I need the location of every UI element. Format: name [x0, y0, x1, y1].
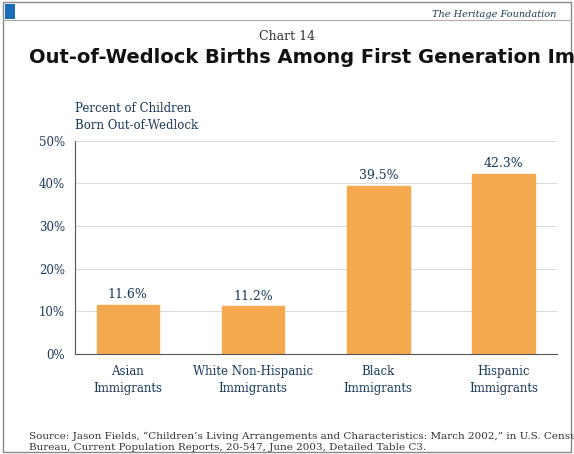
Text: Out-of-Wedlock Births Among First Generation Immigrant Parents: Out-of-Wedlock Births Among First Genera…	[29, 48, 574, 67]
Bar	[472, 173, 535, 354]
Text: Percent of Children
Born Out-of-Wedlock: Percent of Children Born Out-of-Wedlock	[75, 102, 198, 132]
Text: Source: Jason Fields, “Children’s Living Arrangements and Characteristics: March: Source: Jason Fields, “Children’s Living…	[29, 432, 574, 452]
Text: 39.5%: 39.5%	[359, 169, 398, 182]
Text: 42.3%: 42.3%	[484, 157, 523, 170]
Bar	[96, 305, 159, 354]
Bar	[222, 306, 284, 354]
Bar	[347, 186, 410, 354]
Text: 11.2%: 11.2%	[233, 290, 273, 303]
Text: The Heritage Foundation: The Heritage Foundation	[432, 10, 557, 19]
Text: Chart 14: Chart 14	[259, 30, 315, 43]
Text: 11.6%: 11.6%	[108, 288, 148, 301]
